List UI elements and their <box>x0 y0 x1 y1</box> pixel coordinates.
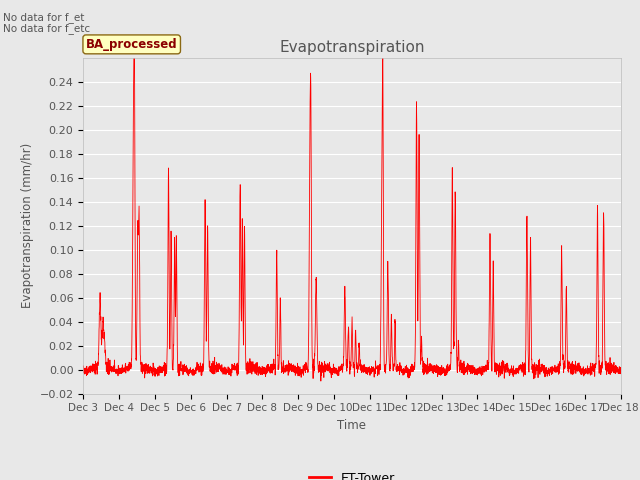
Y-axis label: Evapotranspiration (mm/hr): Evapotranspiration (mm/hr) <box>20 143 34 308</box>
Text: No data for f_et: No data for f_et <box>3 12 84 23</box>
X-axis label: Time: Time <box>337 419 367 432</box>
Text: BA_processed: BA_processed <box>86 38 177 51</box>
Legend: ET-Tower: ET-Tower <box>303 467 401 480</box>
Title: Evapotranspiration: Evapotranspiration <box>279 40 425 55</box>
Text: No data for f_etc: No data for f_etc <box>3 23 90 34</box>
